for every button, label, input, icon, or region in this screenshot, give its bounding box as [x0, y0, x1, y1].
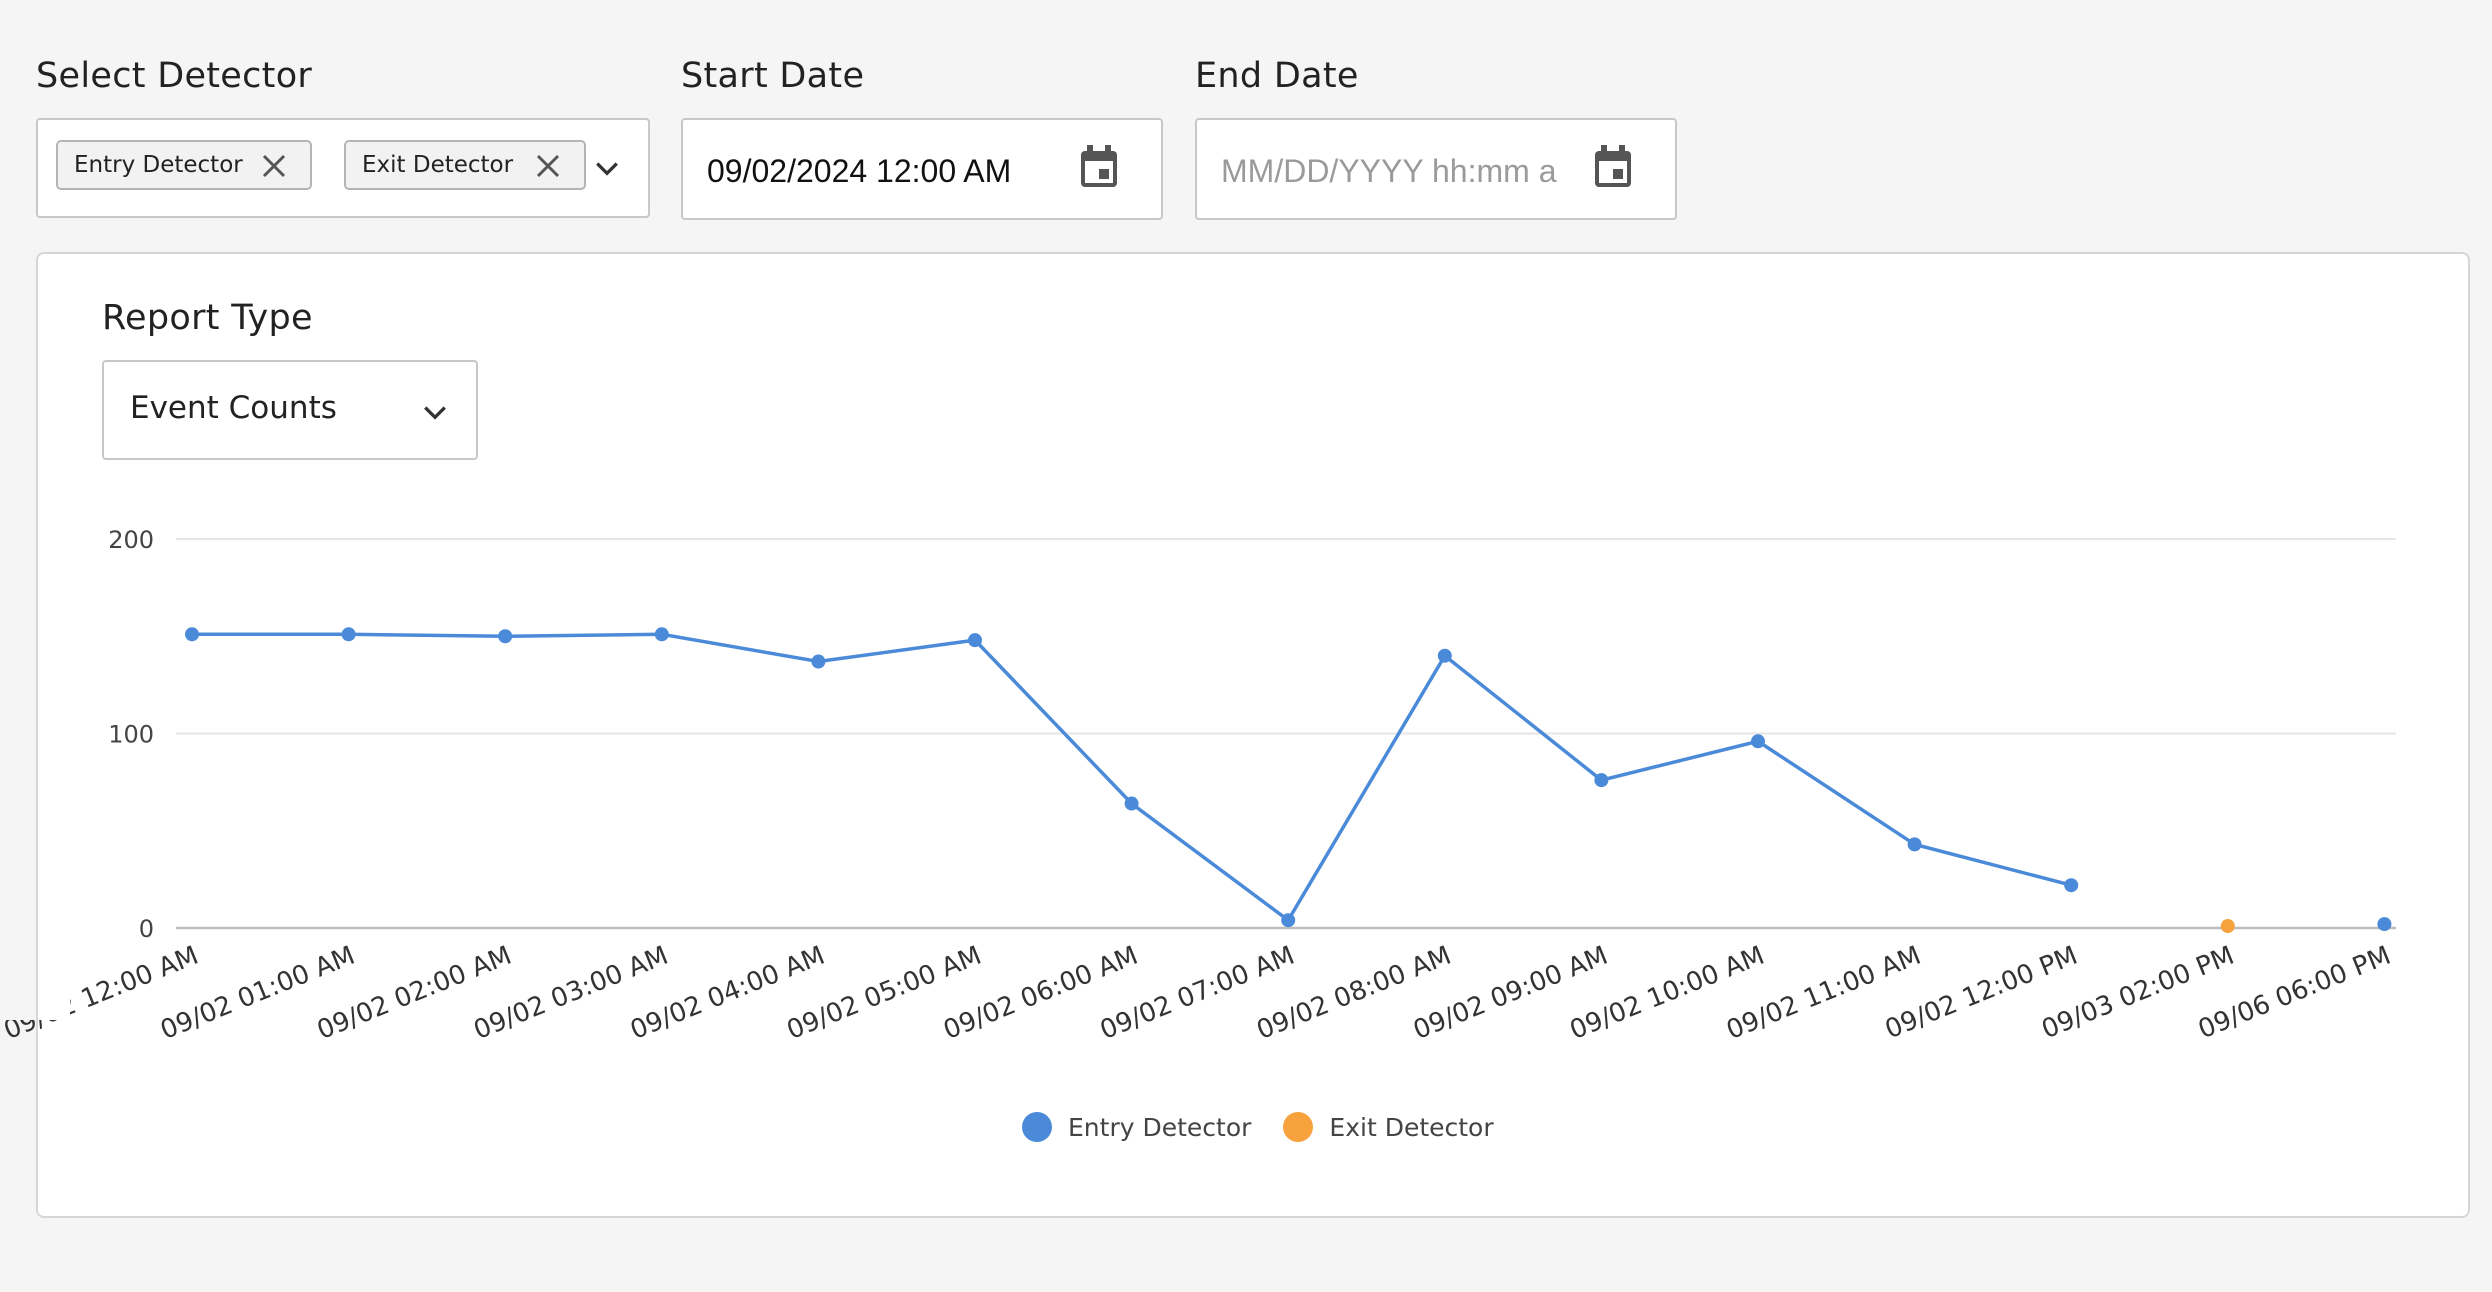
report-type-label: Report Type — [102, 298, 313, 338]
end-date-placeholder: MM/DD/YYYY hh:mm a — [1221, 153, 1557, 189]
report-type-value: Event Counts — [130, 390, 337, 426]
calendar-icon[interactable] — [1079, 145, 1119, 189]
detector-chip-exit: Exit Detector — [344, 140, 586, 190]
start-date-value: 09/02/2024 12:00 AM — [707, 153, 1012, 189]
legend-entry-label: Entry Detector — [1068, 1112, 1252, 1142]
legend-exit-label: Exit Detector — [1329, 1112, 1494, 1142]
end-date-field[interactable]: MM/DD/YYYY hh:mm a — [1195, 118, 1677, 220]
detector-multiselect[interactable]: Entry Detector Exit Detector — [36, 118, 650, 218]
calendar-icon[interactable] — [1593, 145, 1633, 189]
chart-legend: Entry Detector Exit Detector — [1022, 1112, 1494, 1142]
chip-label: Exit Detector — [362, 152, 514, 178]
legend-entry-swatch — [1022, 1112, 1052, 1142]
start-date-label: Start Date — [681, 56, 865, 96]
chip-label: Entry Detector — [74, 152, 243, 178]
select-detector-label: Select Detector — [36, 56, 313, 96]
close-icon[interactable] — [536, 154, 560, 178]
report-type-select[interactable]: Event Counts — [102, 360, 478, 460]
chevron-down-icon — [424, 406, 446, 420]
start-date-field[interactable]: 09/02/2024 12:00 AM — [681, 118, 1163, 220]
end-date-label: End Date — [1195, 56, 1359, 96]
detector-chip-entry: Entry Detector — [56, 140, 312, 190]
chevron-down-icon[interactable] — [594, 156, 620, 182]
legend-exit-swatch — [1283, 1112, 1314, 1142]
close-icon[interactable] — [262, 154, 286, 178]
